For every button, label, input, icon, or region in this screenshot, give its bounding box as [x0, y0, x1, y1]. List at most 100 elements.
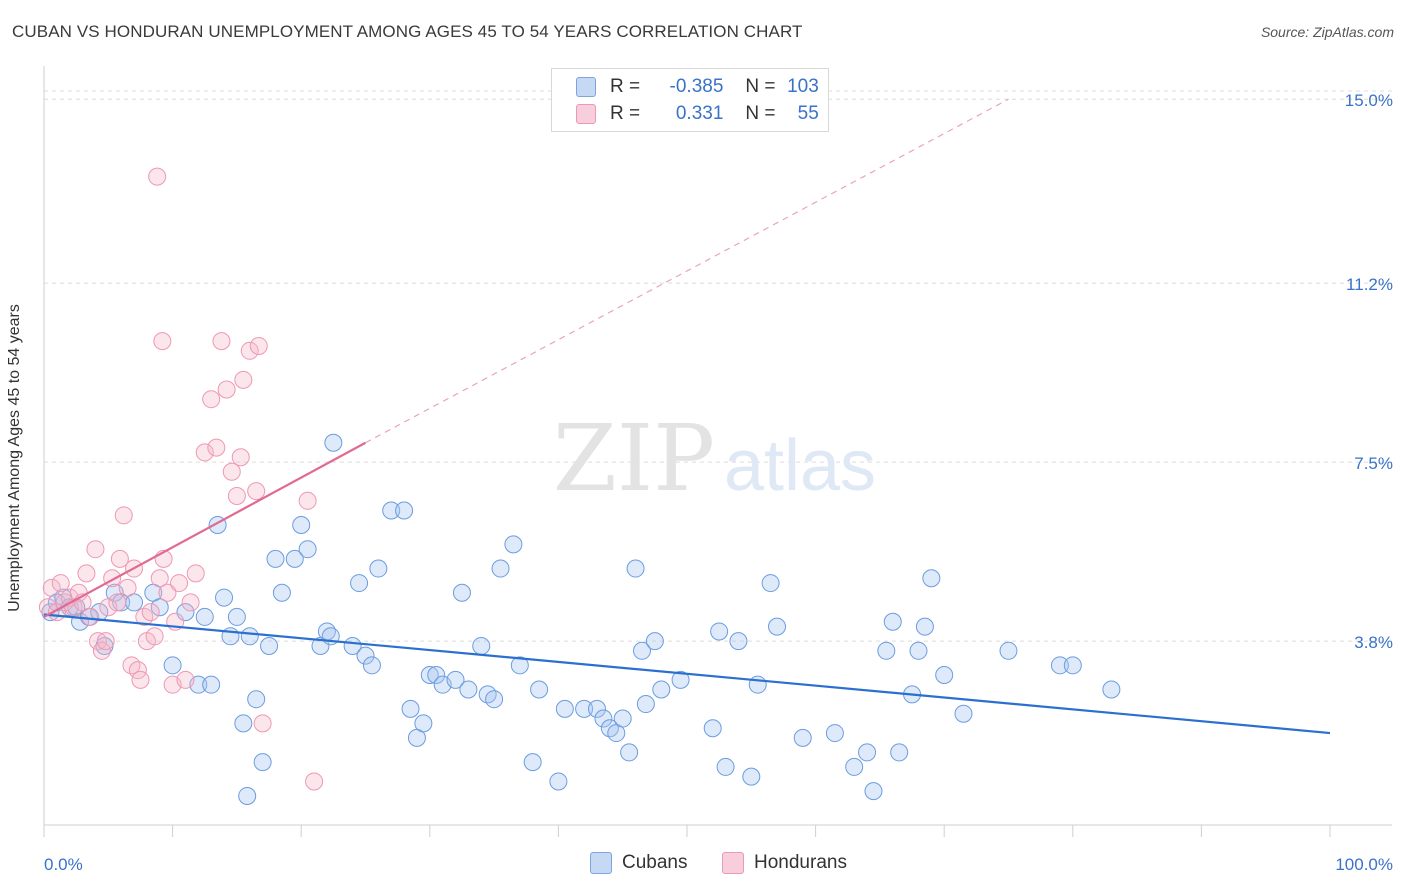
data-point-cubans: [825, 724, 844, 743]
axes: [43, 66, 1392, 837]
data-point-cubans: [877, 641, 896, 660]
data-point-cubans: [1063, 656, 1082, 675]
data-point-cubans: [414, 714, 433, 733]
r-value: -0.385: [669, 76, 724, 97]
data-point-cubans: [768, 617, 787, 636]
data-point-hondurans: [227, 486, 246, 505]
data-point-cubans: [999, 641, 1018, 660]
data-point-cubans: [729, 632, 748, 651]
data-point-cubans: [227, 607, 246, 626]
correlation-legend: R = -0.385 N = 103 R = 0.331 N = 55: [551, 68, 829, 132]
trend-line-hondurans: [43, 441, 367, 618]
data-point-cubans: [594, 709, 613, 728]
bottom-legend-swatch-hondurans: [722, 852, 744, 874]
data-point-hondurans: [186, 564, 205, 583]
data-point-cubans: [858, 743, 877, 762]
data-point-cubans: [298, 540, 317, 559]
data-point-cubans: [401, 699, 420, 718]
data-point-hondurans: [51, 574, 70, 593]
data-point-cubans: [575, 699, 594, 718]
bottom-legend-label-cubans: Cubans: [622, 852, 688, 873]
y-axis-label: Unemployment Among Ages 45 to 54 years: [6, 304, 23, 612]
data-point-cubans: [954, 704, 973, 723]
gridlines: [44, 90, 1392, 642]
chart-title: CUBAN VS HONDURAN UNEMPLOYMENT AMONG AGE…: [12, 22, 803, 41]
data-point-cubans: [883, 612, 902, 631]
data-point-hondurans: [207, 438, 226, 457]
data-point-hondurans: [234, 370, 253, 389]
data-point-hondurans: [141, 603, 160, 622]
data-point-cubans: [620, 743, 639, 762]
data-point-cubans: [163, 656, 182, 675]
legend-row-hondurans: R = 0.331 N = 55: [576, 101, 819, 127]
data-point-hondurans: [202, 390, 221, 409]
data-point-hondurans: [77, 564, 96, 583]
y-tick-label: 15.0%: [1345, 91, 1393, 110]
data-point-hondurans: [118, 578, 137, 597]
data-point-hondurans: [181, 593, 200, 612]
data-point-hondurans: [89, 632, 108, 651]
data-point-cubans: [215, 588, 234, 607]
data-point-cubans: [420, 666, 439, 684]
x-tick-label-end: 100.0%: [1335, 855, 1393, 874]
data-point-cubans: [793, 728, 812, 747]
data-point-cubans: [523, 753, 542, 772]
data-point-cubans: [234, 714, 253, 733]
data-point-hondurans: [42, 578, 61, 597]
data-point-cubans: [652, 680, 671, 699]
data-point-cubans: [202, 675, 221, 694]
data-point-cubans: [369, 559, 388, 578]
data-point-cubans: [636, 695, 655, 714]
data-point-cubans: [909, 641, 928, 660]
data-point-hondurans: [158, 583, 177, 602]
data-point-hondurans: [110, 549, 129, 568]
data-point-hondurans: [195, 443, 214, 462]
data-point-hondurans: [247, 482, 266, 501]
y-tick-labels: 3.8% 7.5% 11.2% 15.0%: [1345, 91, 1393, 652]
data-point-cubans: [292, 516, 311, 534]
n-label: N =: [745, 76, 776, 97]
data-point-cubans: [703, 719, 722, 738]
data-point-hondurans: [222, 462, 241, 481]
x-tick-label-start: 0.0%: [44, 855, 83, 874]
data-point-cubans: [510, 656, 529, 675]
legend-swatch-cubans: [576, 77, 596, 97]
source-label: Source: ZipAtlas.com: [1260, 24, 1394, 40]
trend-extension-hondurans: [365, 98, 1009, 444]
data-point-hondurans: [170, 574, 189, 593]
data-point-cubans: [195, 607, 214, 626]
data-point-cubans: [1102, 680, 1121, 699]
data-point-hondurans: [217, 380, 236, 399]
data-point-cubans: [272, 583, 291, 602]
data-point-cubans: [922, 569, 941, 588]
data-point-hondurans: [86, 540, 105, 559]
data-point-cubans: [645, 632, 664, 651]
r-label: R =: [610, 103, 641, 124]
data-point-hondurans: [176, 670, 195, 689]
watermark-zip: ZIP: [553, 405, 715, 512]
data-point-hondurans: [150, 569, 169, 588]
data-point-hondurans: [253, 714, 272, 733]
data-point-cubans: [671, 670, 690, 689]
data-point-cubans: [382, 501, 401, 520]
data-point-cubans: [485, 690, 504, 709]
series-hondurans: [38, 167, 324, 791]
data-point-cubans: [710, 622, 729, 641]
data-point-cubans: [742, 767, 761, 786]
bottom-legend-hondurans: Hondurans: [722, 852, 847, 874]
data-point-cubans: [324, 433, 343, 452]
data-point-hondurans: [298, 491, 317, 510]
data-point-cubans: [890, 743, 909, 762]
n-value: 55: [797, 103, 819, 124]
legend-row-cubans: R = -0.385 N = 103: [576, 74, 819, 100]
y-tick-label: 3.8%: [1354, 633, 1393, 652]
data-point-cubans: [555, 699, 574, 718]
data-point-cubans: [427, 666, 446, 684]
data-point-hondurans: [305, 772, 324, 791]
data-point-cubans: [864, 782, 883, 801]
data-point-hondurans: [114, 506, 133, 525]
r-label: R =: [610, 76, 641, 97]
bottom-legend-swatch-cubans: [590, 852, 612, 874]
data-point-cubans: [395, 501, 414, 520]
